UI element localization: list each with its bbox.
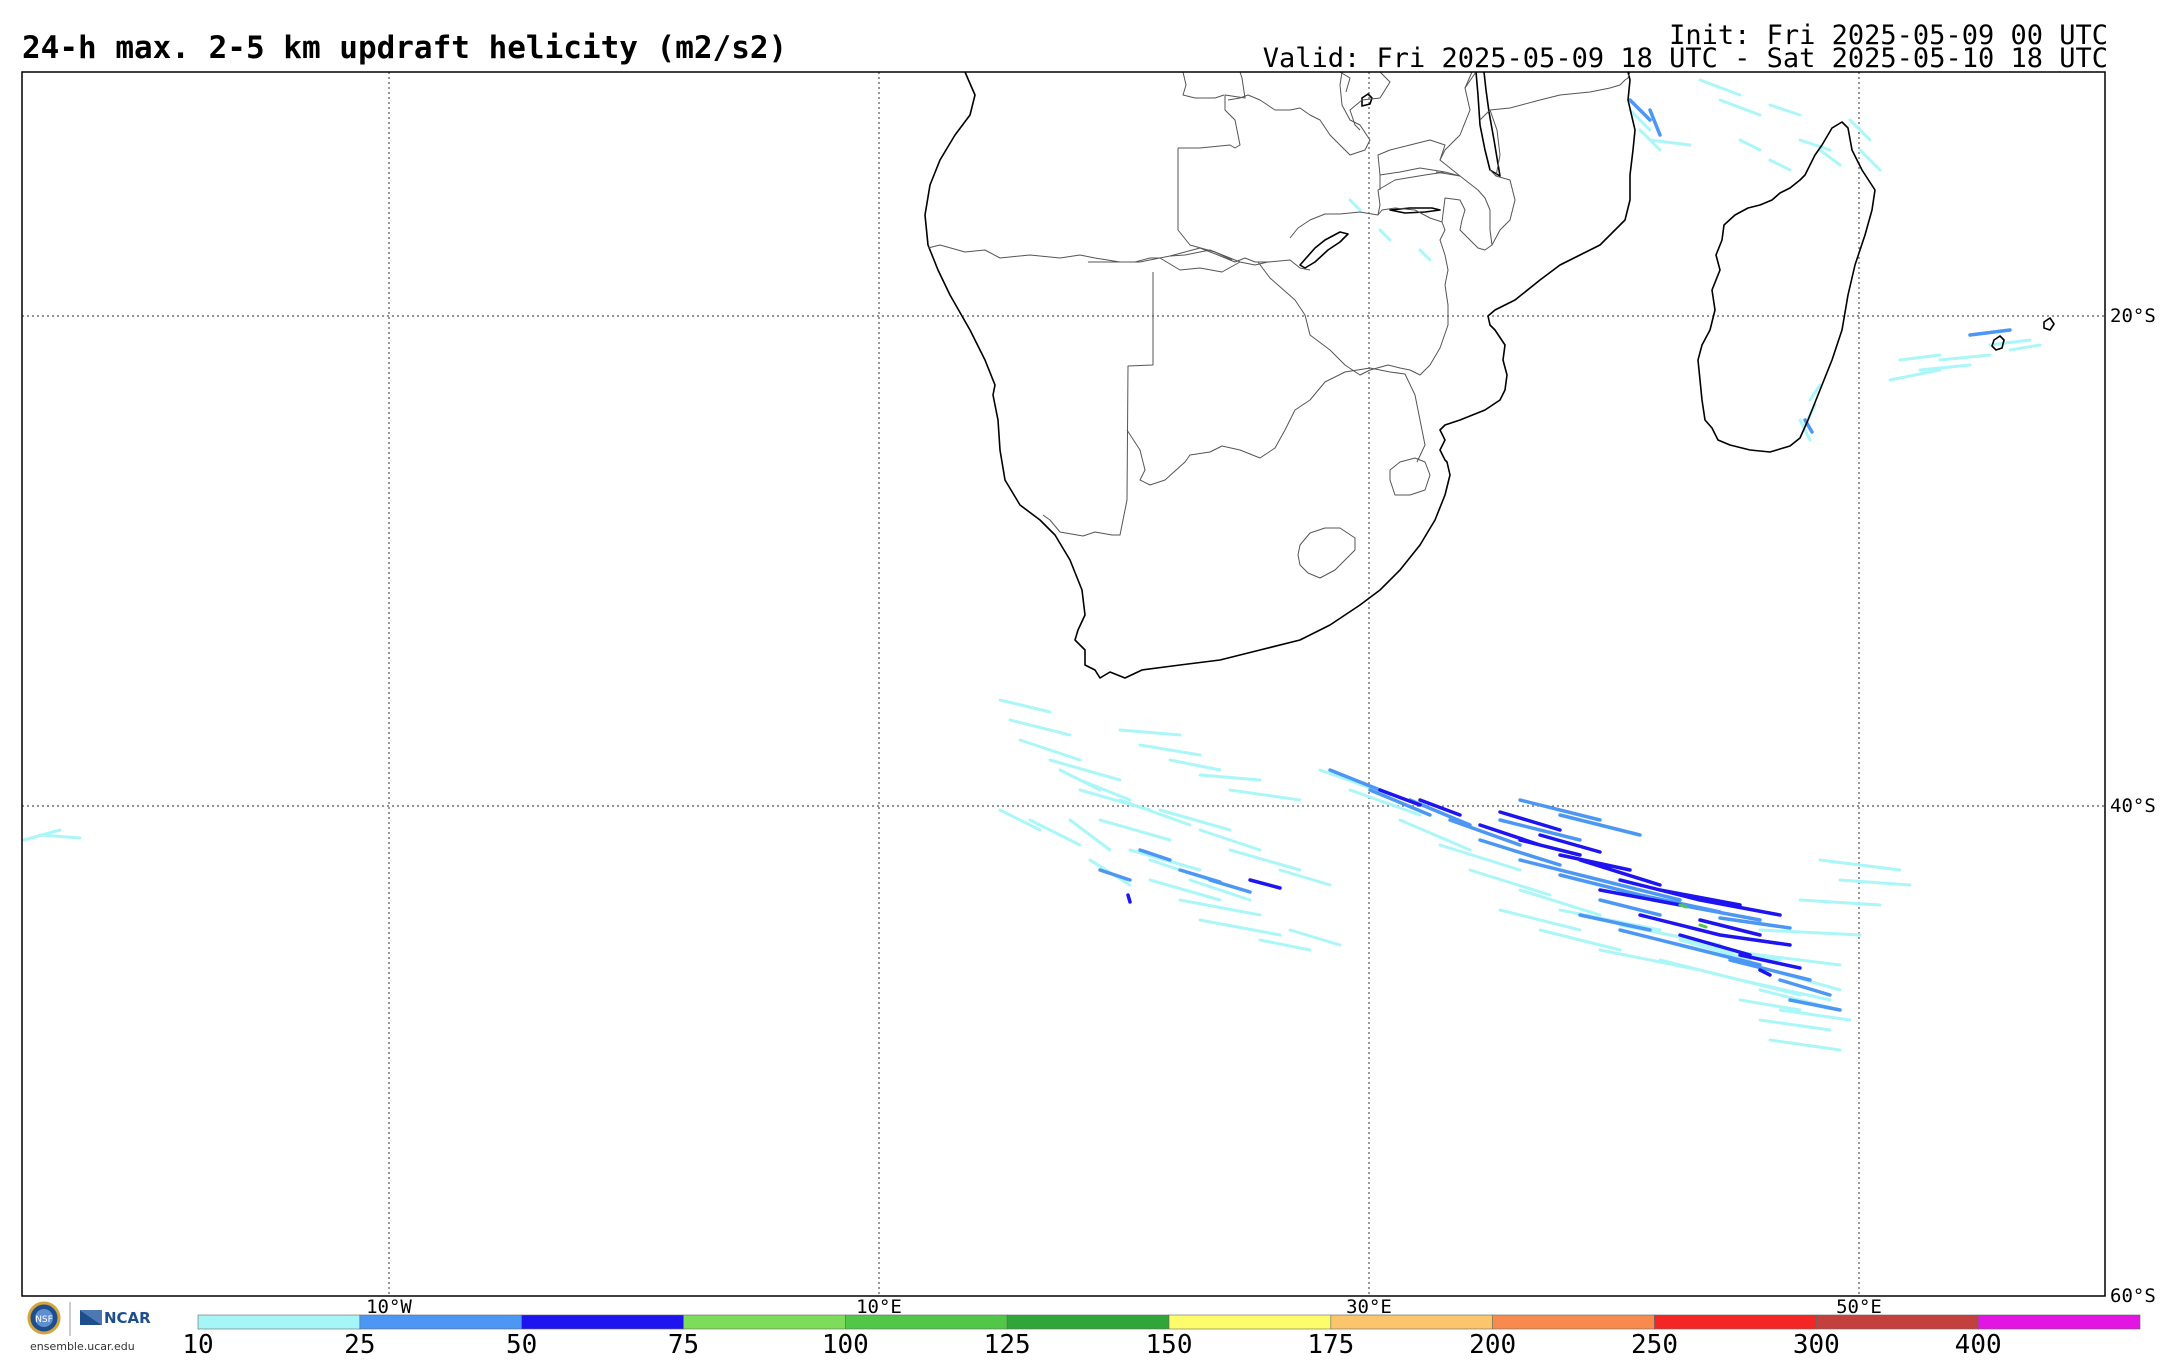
init-time: Init: Fri 2025-05-09 00 UTC [1669, 20, 2108, 51]
coastlines [924, 71, 2055, 679]
ensemble-url: ensemble.ucar.edu [30, 1340, 135, 1353]
lat-label-40s: 40°S [2110, 795, 2156, 817]
map-frame [21, 71, 2106, 1297]
colorbar-label: 25 [344, 1330, 376, 1360]
colorbar [197, 1314, 2141, 1330]
colorbar-swatch [845, 1314, 1008, 1330]
lon-label-30e: 30°E [1346, 1296, 1392, 1318]
colorbar-label: 10 [182, 1330, 214, 1360]
valid-time: Valid: Fri 2025-05-09 18 UTC - Sat 2025-… [1262, 43, 2108, 74]
ncar-logo [80, 1310, 102, 1325]
colorbar-swatch [197, 1314, 361, 1330]
colorbar-label: 300 [1792, 1330, 1840, 1360]
colorbar-swatch [1492, 1314, 1655, 1330]
colorbar-label: 50 [506, 1330, 538, 1360]
lat-label-20s: 20°S [2110, 305, 2156, 327]
colorbar-swatch [1816, 1314, 1979, 1330]
lon-label-10w: 10°W [366, 1296, 412, 1318]
colorbar-label: 75 [667, 1330, 700, 1360]
colorbar-label: 250 [1631, 1330, 1678, 1360]
gridlines [22, 72, 2105, 1296]
map-title: 24-h max. 2-5 km updraft helicity (m2/s2… [22, 30, 788, 66]
nsf-logo: NSF [27, 1301, 61, 1335]
colorbar-label: 175 [1307, 1330, 1355, 1360]
colorbar-swatch [521, 1314, 684, 1330]
lon-label-10e: 10°E [856, 1296, 902, 1318]
lon-label-50e: 50°E [1836, 1296, 1882, 1318]
colorbar-swatch [1330, 1314, 1493, 1330]
colorbar-label: 100 [821, 1330, 869, 1360]
lat-label-60s: 60°S [2110, 1285, 2156, 1307]
svg-text:NSF: NSF [35, 1315, 53, 1325]
colorbar-swatch [1168, 1314, 1332, 1330]
colorbar-swatch [359, 1314, 522, 1330]
colorbar-swatch [683, 1314, 846, 1330]
colorbar-label: 150 [1145, 1330, 1193, 1360]
colorbar-swatch [1977, 1314, 2141, 1330]
colorbar-label: 125 [983, 1330, 1031, 1360]
colorbar-label: 200 [1469, 1330, 1517, 1360]
colorbar-swatch [1006, 1314, 1170, 1330]
ncar-wordmark: NCAR [104, 1309, 151, 1327]
colorbar-swatch [1654, 1314, 1817, 1330]
helicity-swaths [22, 78, 2042, 1052]
country-borders [927, 71, 1631, 579]
colorbar-label: 400 [1954, 1330, 2002, 1360]
